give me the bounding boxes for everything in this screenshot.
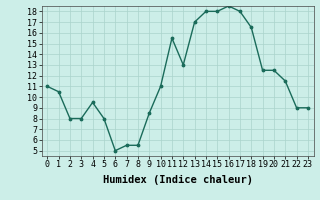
X-axis label: Humidex (Indice chaleur): Humidex (Indice chaleur)	[103, 175, 252, 185]
